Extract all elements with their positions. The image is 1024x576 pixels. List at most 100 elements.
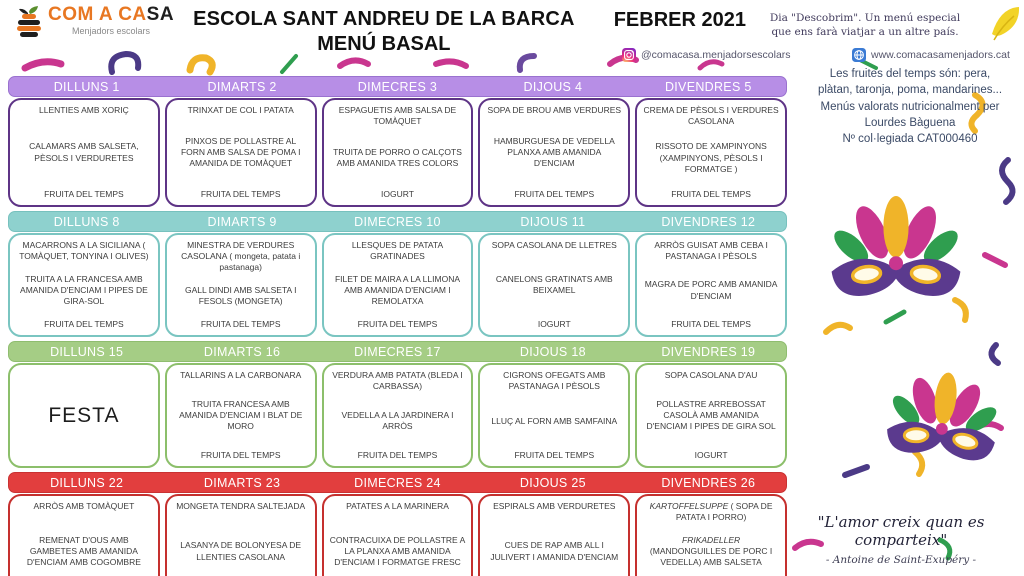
week-row: DILLUNS 8 DIMARTS 9 DIMECRES 10 DIJOUS 11 DI…	[8, 211, 787, 337]
day-header: DIJOUS 18	[519, 344, 586, 359]
course-text: FRUITA DEL TEMPS	[671, 318, 751, 329]
menu-day-cell: VERDURA AMB PATATA (BLEDA I CARBASSA) VED…	[321, 363, 474, 468]
globe-icon	[852, 48, 866, 62]
menu-day-cell: FESTA	[8, 363, 160, 468]
week-header-bar: DILLUNS 8 DIMARTS 9 DIMECRES 10 DIJOUS 11 DI…	[8, 211, 787, 232]
course-text: TRUITA FRANCESA AMB AMANIDA D'ENCIAM I B…	[179, 398, 303, 432]
course-text: FRUITA DEL TEMPS	[671, 188, 751, 199]
week-header-bar: DILLUNS 15 DIMARTS 16 DIMECRES 17 DIJOUS 18…	[8, 341, 787, 362]
course-text: CREMA DE PÈSOLS I VERDURES CASOLANA	[643, 105, 779, 127]
course-text: HAMBURGUESA DE VEDELLA PLANXA AMB AMANID…	[493, 135, 615, 169]
menu-day-cell: CIGRONS OFEGATS AMB PASTANAGA I PÈSOLS LL…	[478, 363, 631, 468]
week-row: DILLUNS 1 DIMARTS 2 DIMECRES 3 DIJOUS 4 DIVE…	[8, 76, 787, 207]
course-text: VERDURA AMB PATATA (BLEDA I CARBASSA)	[332, 370, 463, 392]
quote-block: "L'amor creix quan es comparteix" - Anto…	[780, 513, 1022, 566]
course-text: LLUÇ AL FORN AMB SAMFAINA	[491, 415, 618, 426]
course-text: FRUITA DEL TEMPS	[44, 318, 124, 329]
day-header: DIVENDRES 26	[661, 475, 756, 490]
menu-day-cell: PATATES A LA MARINERA CONTRACUIXA DE POLL…	[321, 494, 474, 576]
menu-day-cell: LLENTIES AMB XORIÇ CALAMARS AMB SALSETA, …	[8, 98, 160, 207]
course-text: FRUITA DEL TEMPS	[200, 318, 281, 329]
leaf-icon	[992, 7, 1020, 41]
course-text: CANELONS GRATINATS AMB BEIXAMEL	[495, 273, 613, 295]
course-text: FRUITA DEL TEMPS	[514, 188, 595, 199]
instagram-icon	[622, 48, 636, 62]
menu-day-cell: SOPA DE BROU AMB VERDURES HAMBURGUESA DE …	[478, 98, 631, 207]
course-text: MONGETA TENDRA SALTEJADA	[176, 501, 306, 511]
course-text: FESTA	[48, 403, 120, 427]
day-header: DIMARTS 2	[207, 79, 277, 94]
instagram-row: @comacasa.menjadorsescolars	[622, 48, 791, 62]
course-text: FRUITA DEL TEMPS	[514, 449, 595, 460]
menu-day-cell: KARTOFFELSUPPE ( SOPA DE PATATA I PORRO)…	[635, 494, 787, 576]
course-text: MINESTRA DE VERDURES CASOLANA ( mongeta,…	[181, 240, 301, 273]
course-text: RISSOTO DE XAMPINYONS (XAMPINYONS, PÈSOL…	[655, 141, 767, 174]
course-text: POLLASTRE ARREBOSSAT CASOLÀ AMB AMANIDA …	[646, 398, 776, 432]
carnival-mask-icon	[831, 196, 961, 296]
menu-day-cell: CREMA DE PÈSOLS I VERDURES CASOLANA RISSO…	[635, 98, 787, 207]
special-day-note: Dia "Descobrim". Un menú especial que en…	[769, 12, 961, 39]
course-text: IOGURT	[381, 188, 414, 199]
day-header: DIVENDRES 19	[661, 344, 756, 359]
page-subtitle: MENÚ BASAL	[317, 33, 451, 55]
month-label: FEBRER 2021	[613, 9, 746, 31]
week-row: DILLUNS 15 DIMARTS 16 DIMECRES 17 DIJOUS 18…	[8, 341, 787, 468]
day-header: DIJOUS 11	[520, 214, 586, 229]
website-link: www.comacasamenjadors.cat	[871, 49, 1010, 61]
quote-text: "L'amor creix quan es comparteix"	[817, 513, 985, 549]
course-text: SOPA DE BROU AMB VERDURES	[487, 105, 622, 115]
day-header: DILLUNS 8	[53, 214, 120, 229]
day-header: DIJOUS 4	[523, 79, 583, 94]
menu-day-cell: MONGETA TENDRA SALTEJADA LASANYA DE BOLON…	[164, 494, 317, 576]
quote-author: - Antoine de Saint-Exupéry -	[825, 554, 977, 566]
course-text: TRUITA DE PORRO O CALÇOTS AMB AMANIDA TR…	[333, 146, 462, 169]
website-row: www.comacasamenjadors.cat	[852, 48, 1010, 62]
day-header: DIVENDRES 12	[661, 214, 756, 229]
day-header: DIVENDRES 5	[664, 79, 752, 94]
course-text: ARRÒS AMB TOMÀQUET	[33, 501, 135, 511]
course-text: FRUITA DEL TEMPS	[200, 188, 281, 199]
course-text: CONTRACUIXA DE POLLASTRE A LA PLANXA AMB…	[329, 534, 466, 568]
course-text: FRUITA DEL TEMPS	[357, 318, 438, 329]
menu-day-cell: SOPA CASOLANA D'AU POLLASTRE ARREBOSSAT C…	[635, 363, 787, 468]
course-text: TALLARINS A LA CARBONARA	[180, 370, 302, 380]
menu-day-cell: SOPA CASOLANA DE LLETRES CANELONS GRATINA…	[478, 233, 631, 337]
course-text: CIGRONS OFEGATS AMB PASTANAGA I PÈSOLS	[503, 370, 606, 392]
course-text: ESPAGUETIS AMB SALSA DE TOMÀQUET	[338, 105, 457, 127]
day-header: DIMECRES 24	[354, 475, 441, 490]
course-text: PINXOS DE POLLASTRE AL FORN AMB SALSA DE…	[180, 135, 301, 169]
day-header: DILLUNS 15	[50, 344, 124, 359]
logo-tagline: Menjadors escolars	[72, 26, 151, 36]
course-text: IOGURT	[694, 449, 728, 460]
course-text: GALL DINDI AMB SALSETA I FESOLS (MONGETA…	[184, 285, 297, 307]
menu-day-cell: MINESTRA DE VERDURES CASOLANA ( mongeta,…	[164, 233, 317, 337]
page-title: ESCOLA SANT ANDREU DE LA BARCA	[193, 8, 575, 30]
carnival-mask-icon	[887, 372, 997, 461]
course-text: MAGRA DE PORC AMB AMANIDA D'ENCIAM	[644, 279, 778, 301]
course-text: FRUITA DEL TEMPS	[200, 449, 281, 460]
course-text: KARTOFFELSUPPE ( SOPA DE PATATA I PORRO)	[649, 501, 773, 523]
day-header: DIMARTS 23	[203, 475, 281, 490]
course-text: TRUITA A LA FRANCESA AMB AMANIDA D'ENCIA…	[20, 273, 148, 307]
course-text: LLESQUES DE PATATA GRATINADES	[351, 240, 444, 262]
course-text: ARRÒS GUISAT AMB CEBA I PASTANAGA I PÈSO…	[654, 240, 768, 262]
course-text: SOPA CASOLANA D'AU	[664, 370, 758, 380]
day-header: DIJOUS 25	[519, 475, 586, 490]
week-row: DILLUNS 22 DIMARTS 23 DIMECRES 24 DIJOUS 25…	[8, 472, 787, 576]
week-header-bar: DILLUNS 1 DIMARTS 2 DIMECRES 3 DIJOUS 4 DIVE…	[8, 76, 787, 97]
day-header: DIMECRES 10	[354, 214, 441, 229]
fruits-note: Les fruites del temps són: pera, plàtan,…	[798, 66, 1022, 148]
course-text: LASANYA DE BOLONYESA DE LLENTIES CASOLAN…	[180, 540, 302, 562]
license-number: Nº col·legiada CAT000460	[842, 133, 978, 146]
week-header-bar: DILLUNS 22 DIMARTS 23 DIMECRES 24 DIJOUS 25…	[8, 472, 787, 493]
day-header: DIMECRES 17	[354, 344, 441, 359]
course-text: PATATES A LA MARINERA	[346, 501, 449, 511]
instagram-handle: @comacasa.menjadorsescolars	[641, 49, 791, 61]
menu-day-cell: TRINXAT DE COL I PATATA PINXOS DE POLLAST…	[164, 98, 317, 207]
course-text: FRUITA DEL TEMPS	[357, 449, 438, 460]
course-text: FILET DE MAIRA A LA LLIMONA AMB AMANIDA …	[334, 273, 460, 307]
course-text: REMENAT D'OUS AMB GAMBETES AMB AMANIDA D…	[26, 534, 141, 568]
course-text: CALAMARS AMB SALSETA, PÈSOLS I VERDURETE…	[29, 141, 139, 163]
course-text: MACARRONS A LA SICILIANA ( TOMÀQUET, TON…	[19, 240, 149, 262]
